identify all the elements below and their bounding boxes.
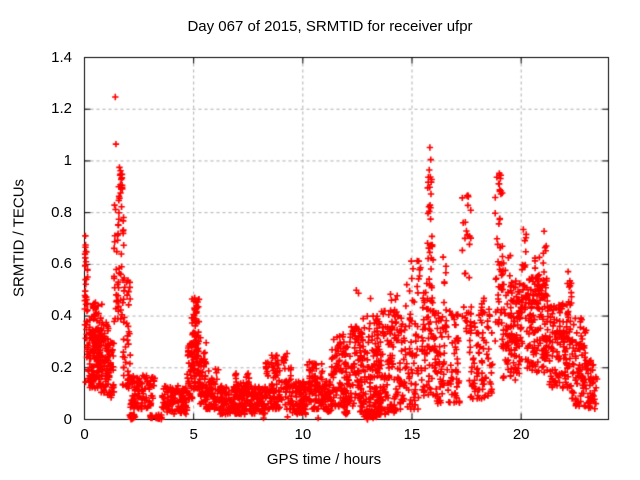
y-tick-label: 0	[63, 410, 72, 428]
y-tick-label: 0.2	[51, 358, 72, 376]
y-axis-title: SRMTID / TECUs	[10, 178, 28, 298]
y-tick-label: 1	[63, 151, 72, 169]
y-tick-label: 0.4	[51, 307, 72, 325]
chart-title: Day 067 of 2015, SRMTID for receiver ufp…	[187, 18, 473, 35]
x-tick-label: 20	[512, 426, 530, 443]
y-tick-label: 1.2	[51, 100, 72, 118]
x-tick-label: 0	[80, 426, 89, 443]
y-tick-label: 0.8	[51, 203, 72, 221]
x-axis-title: GPS time / hours	[266, 451, 382, 468]
x-tick-label: 10	[294, 426, 312, 443]
x-tick-label: 5	[189, 426, 198, 443]
y-tick-label: 1.4	[51, 48, 72, 66]
x-tick-label: 15	[403, 426, 421, 443]
y-tick-label: 0.6	[51, 255, 72, 273]
